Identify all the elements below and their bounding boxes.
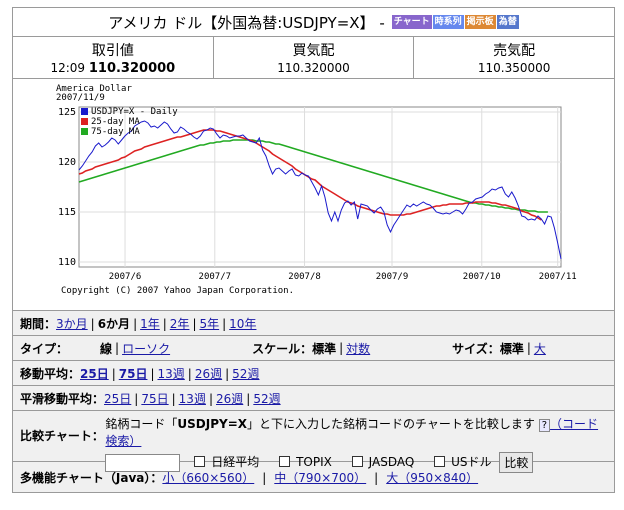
chart-subtitle: 2007/11/9: [56, 93, 105, 103]
ma-option[interactable]: 75日: [118, 366, 148, 381]
help-icon[interactable]: ?: [538, 419, 551, 432]
x-tick-label: 2007/11: [539, 272, 577, 282]
period-option[interactable]: 1年: [140, 316, 160, 331]
legend-swatch: [81, 118, 88, 125]
type-candle-link[interactable]: ローソク: [122, 341, 171, 356]
chart-area: America Dollar 2007/11/9 110 115 120 125 2007/…: [13, 79, 614, 311]
ma-option[interactable]: 25日: [80, 366, 109, 381]
trade-price-cell: 取引値 12:09 110.320000: [13, 37, 213, 78]
tag-board[interactable]: 掲示板: [464, 15, 496, 29]
ma-row: 移動平均： 25日 | 75日 | 13週 | 26週 | 52週: [13, 361, 614, 386]
code-search-link[interactable]: （コード検索）: [105, 417, 599, 448]
scale-log-link[interactable]: 対数: [346, 341, 371, 356]
quotes-row: 取引値 12:09 110.320000 買気配 110.320000 売気配 …: [13, 37, 614, 79]
java-label: 多機能チャート（Java）：: [20, 470, 163, 485]
period-options: 3か月 | 6か月 | 1年 | 2年 | 5年 | 10年: [56, 316, 257, 331]
tag-forex[interactable]: 為替: [496, 15, 519, 29]
trade-time: 12:09: [50, 61, 86, 75]
legend-label: 75-day MA: [91, 127, 140, 137]
ask-cell: 売気配 110.350000: [413, 37, 614, 78]
period-option[interactable]: 2年: [169, 316, 190, 331]
x-tick-label: 2007/7: [199, 272, 232, 282]
y-tick-label: 110: [58, 257, 76, 268]
legend-swatch: [81, 128, 88, 135]
period-option: 6か月: [97, 316, 131, 331]
java-option[interactable]: 大（950×840）: [386, 470, 479, 485]
ma-options: 25日 | 75日 | 13週 | 26週 | 52週: [80, 366, 260, 381]
checkbox-nikkei[interactable]: [194, 456, 206, 467]
period-option[interactable]: 5年: [199, 316, 220, 331]
series-line-2: [78, 139, 548, 213]
compare-button[interactable]: 比較: [499, 452, 534, 473]
bid-value: 110.320000: [277, 61, 350, 75]
ma-option[interactable]: 52週: [232, 366, 260, 381]
period-row: 期間： 3か月 | 6か月 | 1年 | 2年 | 5年 | 10年: [13, 311, 614, 336]
checkbox-usd-label: USドル: [451, 455, 492, 469]
smooth-options: 25日 | 75日 | 13週 | 26週 | 52週: [104, 391, 281, 406]
checkbox-jasdaq[interactable]: [351, 456, 363, 467]
scale-current: 標準: [312, 341, 337, 356]
plot-frame: [78, 106, 562, 268]
scale-label: スケール：: [252, 341, 313, 356]
y-tick-label: 120: [58, 157, 76, 168]
smooth-option[interactable]: 13週: [178, 391, 206, 406]
type-label: タイプ：: [20, 341, 69, 356]
chart-title: America Dollar: [56, 84, 132, 94]
y-tick-label: 125: [58, 107, 76, 118]
y-tick-label: 115: [58, 207, 76, 218]
ma-label: 移動平均：: [20, 366, 81, 381]
x-tick-label: 2007/8: [288, 272, 321, 282]
compare-desc-post: 」と下に入力した銘柄コードのチャートを比較します: [247, 417, 535, 431]
chart-copyright: Copyright (C) 2007 Yahoo Japan Corporati…: [61, 286, 294, 296]
tag-chart[interactable]: チャート: [391, 15, 432, 29]
quote-panel: アメリカ ドル【外国為替:USDJPY=X】 - チャート 時系列 掲示板 為替…: [12, 7, 615, 493]
checkbox-jasdaq-label: JASDAQ: [368, 455, 415, 469]
ask-value: 110.350000: [477, 61, 551, 75]
trade-price-label: 取引値: [91, 43, 134, 59]
x-tick-label: 2007/9: [376, 272, 409, 282]
series-line-0: [78, 120, 562, 260]
legend-label: 25-day MA: [91, 117, 140, 127]
period-option[interactable]: 10年: [229, 316, 257, 331]
type-row: タイプ： 線 | ローソク スケール： 標準 | 対数 サイズ： 標準 | 大: [13, 336, 614, 361]
type-current: 線: [100, 341, 113, 356]
compare-desc-pre: 銘柄コード「: [105, 417, 178, 431]
legend-swatch: [81, 108, 88, 115]
checkbox-topix[interactable]: [279, 456, 291, 467]
smooth-row: 平滑移動平均： 25日 | 75日 | 13週 | 26週 | 52週: [13, 386, 614, 411]
ask-label: 売気配: [493, 43, 536, 59]
size-current: 標準: [499, 341, 524, 356]
smooth-option[interactable]: 26週: [216, 391, 244, 406]
title-bar: アメリカ ドル【外国為替:USDJPY=X】 - チャート 時系列 掲示板 為替: [13, 8, 614, 37]
period-label: 期間：: [20, 316, 57, 331]
trade-price-value: 110.320000: [88, 61, 176, 76]
ma-option[interactable]: 26週: [194, 366, 223, 381]
compare-label: 比較チャート：: [20, 429, 104, 443]
smooth-option[interactable]: 75日: [141, 391, 169, 406]
compare-desc-code: USDJPY=X: [177, 417, 248, 431]
compare-row: 比較チャート： 銘柄コード「USDJPY=X」と下に入力した銘柄コードのチャート…: [13, 411, 614, 473]
bid-label: 買気配: [292, 43, 335, 59]
java-option[interactable]: 小（660×560）: [162, 470, 255, 485]
bid-cell: 買気配 110.320000: [212, 37, 414, 78]
checkbox-nikkei-label: 日経平均: [211, 455, 260, 469]
java-option[interactable]: 中（790×700）: [274, 470, 367, 485]
size-label: サイズ：: [452, 341, 500, 356]
checkbox-topix-label: TOPIX: [296, 455, 332, 469]
smooth-label: 平滑移動平均：: [20, 391, 105, 406]
x-tick-label: 2007/6: [109, 272, 142, 282]
tag-timeseries[interactable]: 時系列: [432, 15, 464, 29]
x-tick-label: 2007/10: [463, 272, 501, 282]
period-option[interactable]: 3か月: [56, 316, 88, 331]
size-large-link[interactable]: 大: [533, 341, 546, 356]
ma-option[interactable]: 13週: [157, 366, 185, 381]
checkbox-usd[interactable]: [434, 456, 446, 467]
legend-label: USDJPY=X - Daily: [91, 107, 178, 117]
smooth-option[interactable]: 25日: [104, 391, 132, 406]
smooth-option[interactable]: 52週: [253, 391, 281, 406]
page-title: アメリカ ドル【外国為替:USDJPY=X】 -: [108, 13, 385, 32]
java-options: 小（660×560） | 中（790×700） | 大（950×840）: [162, 470, 479, 485]
